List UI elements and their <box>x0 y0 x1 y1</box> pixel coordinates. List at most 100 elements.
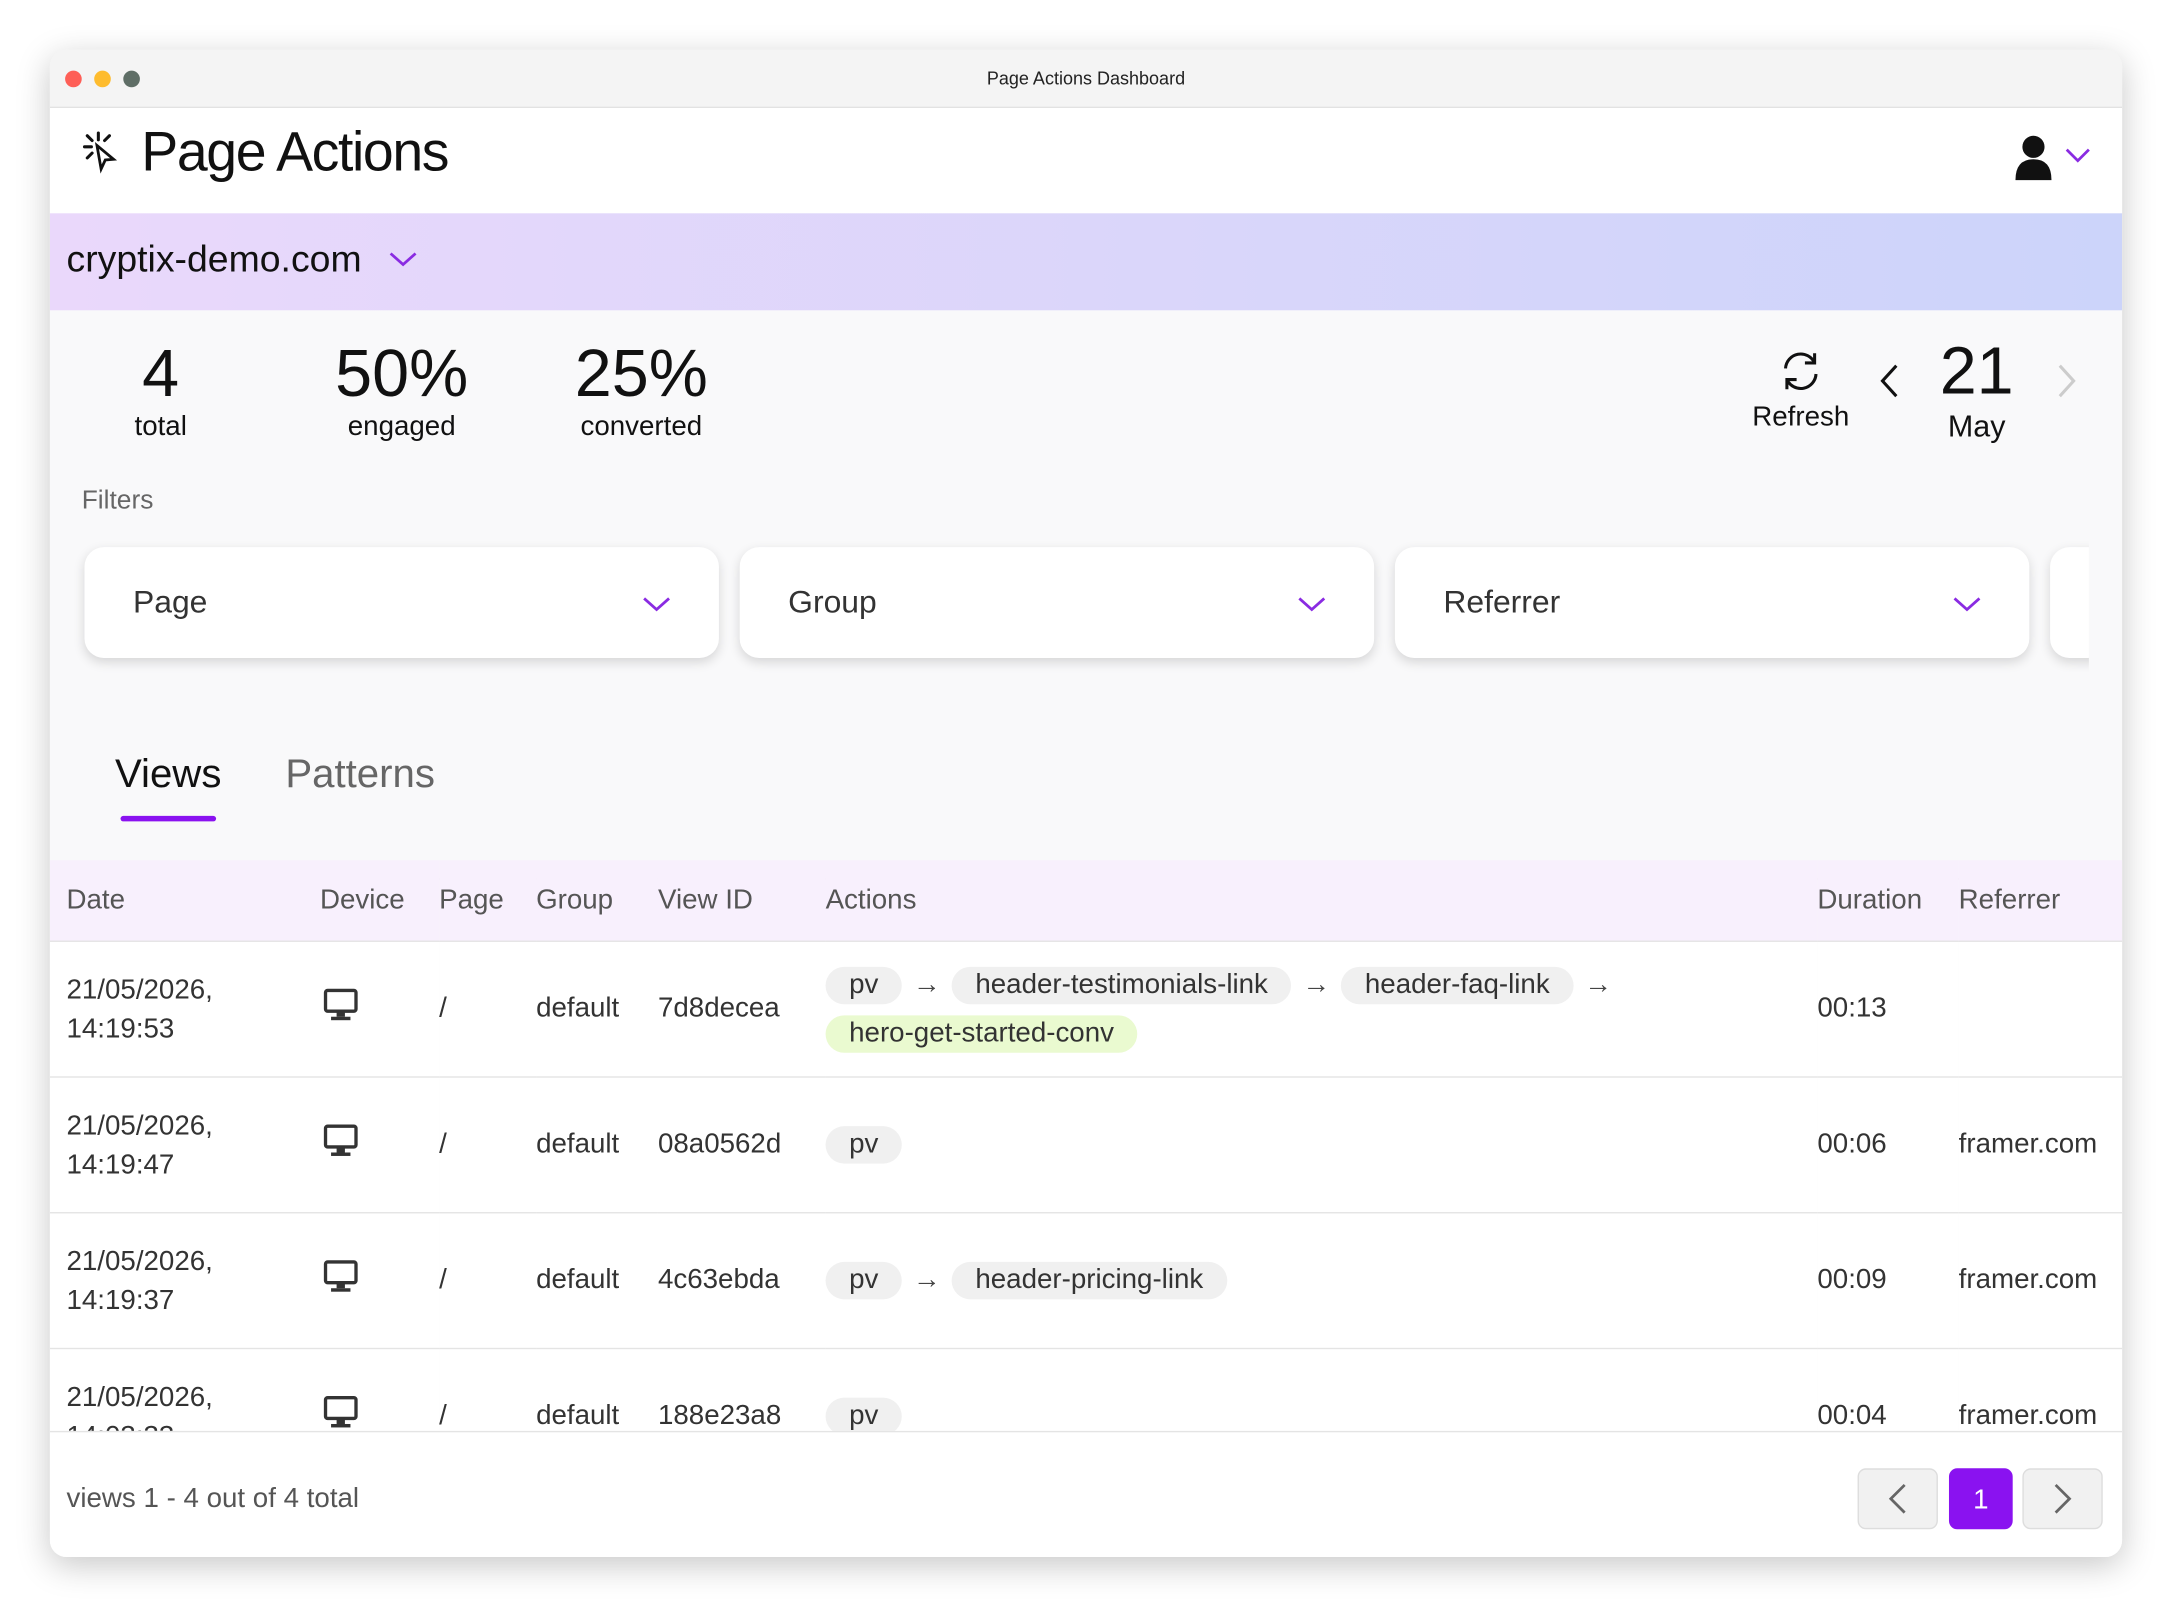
tab-indicator <box>120 815 216 822</box>
stat-value: 50% <box>335 337 469 412</box>
desktop-icon <box>323 1395 358 1427</box>
filter-label: Group <box>788 583 877 620</box>
arrow: → <box>1584 968 1613 1000</box>
next-day[interactable] <box>2053 362 2081 404</box>
filter-card-overflow[interactable] <box>2050 547 2089 658</box>
duration-cell: 00:06 <box>1817 1076 1959 1213</box>
logo-icon <box>82 131 118 174</box>
group-cell: default <box>536 1212 658 1349</box>
table-row[interactable]: 21/05/2026, 14:19:47 / default 08a0562d pv 00… <box>49 1076 2123 1213</box>
view-id-cell: 08a0562d <box>657 1076 826 1213</box>
date-day: 21 <box>1939 335 2014 409</box>
action-chip: header-testimonials-link <box>951 966 1292 1004</box>
action-chip: pv <box>825 966 902 1004</box>
group-cell: default <box>536 940 658 1077</box>
tab[interactable]: Patterns <box>285 752 435 797</box>
page-text: / <box>439 1128 447 1160</box>
site-selector[interactable]: cryptix-demo.com <box>49 213 2123 311</box>
tab[interactable]: Views <box>115 752 221 822</box>
next-page[interactable] <box>2022 1468 2103 1530</box>
filter-label: Referrer <box>1443 583 1561 620</box>
action-chip: pv <box>825 1261 902 1300</box>
refresh-icon <box>1784 352 1818 390</box>
group-cell: default <box>536 1076 658 1213</box>
view-id-cell: 7d8decea <box>657 940 826 1077</box>
filter-label: Page <box>132 583 208 620</box>
column-header: Date <box>49 860 320 942</box>
page-cell: / <box>439 1212 537 1349</box>
arrow: → <box>1302 968 1331 1000</box>
prev-page[interactable] <box>1857 1468 1938 1530</box>
current-page[interactable]: 1 <box>1948 1468 2013 1530</box>
stat-value: 4 <box>142 337 180 412</box>
filter-dropdown[interactable]: Referrer <box>1394 547 2030 658</box>
table-row[interactable]: 21/05/2026, 14:19:37 / default 4c63ebda pv → h… <box>49 1212 2123 1349</box>
arrow: → <box>913 1264 941 1296</box>
actions-cell: pv → header-pricing-link <box>825 1212 1818 1349</box>
refresh-label: Refresh <box>1752 401 1850 433</box>
column-header: Group <box>536 860 658 942</box>
page-text: / <box>439 1400 447 1431</box>
device-cell <box>319 940 440 1077</box>
stat-value: 25% <box>574 337 708 412</box>
action-chip: header-faq-link <box>1341 966 1574 1004</box>
stat-label: total <box>134 411 187 442</box>
minimize-button[interactable] <box>94 70 111 88</box>
column-header: Actions <box>825 860 1818 942</box>
desktop-icon <box>323 1259 358 1292</box>
page-text: / <box>439 993 447 1024</box>
date-text: 21/05/2026, 14:19:47 <box>66 1110 213 1180</box>
close-button[interactable] <box>65 70 82 88</box>
page-cell: / <box>439 1076 537 1213</box>
stat: 50% engaged <box>291 339 513 443</box>
column-header: Page <box>439 860 537 942</box>
views-table: Date Device Page Group View ID Actions Duratio… <box>49 860 2123 1484</box>
app-title: Page Actions <box>141 121 449 183</box>
content: 4 total 50% engaged 25% converted Refresh 21 … <box>49 309 2123 1557</box>
zoom-button[interactable] <box>123 70 140 88</box>
prev-day[interactable] <box>1876 362 1904 404</box>
chevron-down <box>389 252 417 267</box>
refresh-button[interactable]: Refresh <box>1743 348 1859 434</box>
date-month: May <box>1947 408 2006 444</box>
user-menu[interactable] <box>2014 133 2103 183</box>
pagination-summary: views 1 - 4 out of 4 total <box>66 1483 360 1515</box>
window-title: Page Actions Dashboard <box>986 67 1186 89</box>
column-header: Device <box>319 860 440 942</box>
duration-cell: 00:13 <box>1817 940 1959 1077</box>
stat: 4 total <box>50 339 272 443</box>
page-text: / <box>439 1264 447 1296</box>
desktop-icon <box>323 988 358 1020</box>
table-row[interactable]: 21/05/2026, 14:19:53 / default 7d8decea pv → h… <box>49 940 2123 1077</box>
site-name[interactable]: cryptix-demo.com <box>66 238 362 280</box>
stat-label: converted <box>580 411 703 442</box>
date-cell: 21/05/2026, 14:19:37 <box>49 1212 320 1349</box>
device-cell <box>319 1076 440 1213</box>
action-chip: hero-get-started-conv <box>825 1014 1138 1053</box>
column-header: View ID <box>657 860 826 942</box>
arrow: → <box>913 968 941 1000</box>
duration-cell: 00:09 <box>1817 1212 1959 1349</box>
window: Page Actions Dashboard Page Actions cryp… <box>49 49 2123 1557</box>
referrer-cell: framer.com <box>1958 1212 2123 1349</box>
date-display: 21 May <box>1934 335 2020 445</box>
action-chip: pv <box>825 1126 902 1164</box>
action-chip: header-pricing-link <box>951 1261 1227 1300</box>
filter-dropdown[interactable]: Group <box>739 547 1375 658</box>
date-cell: 21/05/2026, 14:19:53 <box>49 940 320 1077</box>
filters-label: Filters <box>81 486 154 516</box>
date-text: 21/05/2026, 14:19:53 <box>66 974 213 1044</box>
column-header: Referrer <box>1958 860 2123 942</box>
page-cell: / <box>439 940 537 1077</box>
device-cell <box>319 1212 440 1349</box>
actions-cell: pv → header-testimonials-link → header-faq-l… <box>825 940 1818 1077</box>
referrer-cell: framer.com <box>1958 1076 2123 1213</box>
desktop-icon <box>323 1123 358 1156</box>
filter-dropdown[interactable]: Page <box>84 547 719 658</box>
actions-cell: pv <box>825 1076 1818 1213</box>
stat: 25% converted <box>531 339 753 443</box>
date-text: 21/05/2026, 14:19:37 <box>66 1245 213 1316</box>
app-header: Page Actions <box>49 108 2123 214</box>
